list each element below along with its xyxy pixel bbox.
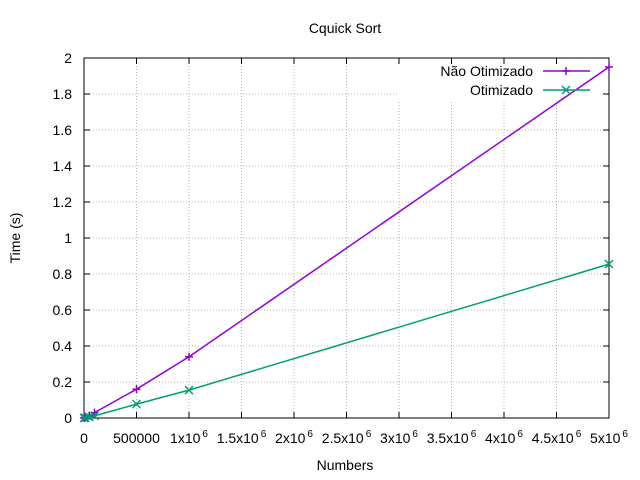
x-tick-label: 500000 (113, 430, 160, 446)
x-tick-label: 4x10 6 (485, 429, 523, 446)
x-tick-label: 0 (80, 430, 88, 446)
y-tick-labels: 0 0.2 0.4 0.6 0.8 1 1.2 1.4 1.6 1.8 2 (53, 50, 73, 426)
y-tick-label: 0.2 (53, 374, 73, 390)
x-tick-label-base: 4x10 (485, 430, 516, 446)
x-tick-label-base: 500000 (113, 430, 160, 446)
y-tick-label: 1 (64, 230, 72, 246)
data-point-cross (561, 85, 571, 95)
x-tick-label-base: 5x10 (590, 430, 621, 446)
x-tick-label-exponent: 6 (576, 429, 582, 440)
marker-stroke (604, 259, 614, 269)
y-axis-label: Time (s) (7, 213, 23, 264)
y-tick-label: 0 (64, 410, 72, 426)
x-tick-label: 5x10 6 (590, 429, 628, 446)
marker-stroke (89, 411, 100, 421)
x-tick-label-exponent: 6 (412, 429, 418, 440)
x-tick-label: 2.5x10 6 (322, 429, 372, 446)
x-tick-label: 3x10 6 (380, 429, 418, 446)
x-tick-label: 1x10 6 (170, 429, 208, 446)
x-tick-label: 4.5x10 6 (532, 429, 582, 446)
x-tick-label-base: 4.5x10 (532, 430, 574, 446)
y-tick-label: 0.6 (53, 302, 73, 318)
grid (84, 58, 609, 418)
x-tick-label-base: 2x10 (275, 430, 306, 446)
x-tick-label-base: 1.5x10 (217, 430, 259, 446)
marker-stroke (561, 85, 571, 95)
x-tick-label-exponent: 6 (261, 429, 267, 440)
series-lines (83, 66, 610, 419)
x-tick-label: 3.5x10 6 (427, 429, 477, 446)
series-line-otimizado (83, 263, 610, 419)
x-tick-label-base: 3.5x10 (427, 430, 469, 446)
y-tick-label: 1.2 (53, 194, 73, 210)
x-tick-labels: 0 500000 1x10 6 1.5x10 6 2x10 6 2.5x10 6 3x10 6 3.5x… (80, 429, 628, 446)
data-point-plus (132, 385, 141, 394)
y-tick-label: 1.4 (53, 158, 73, 174)
data-point-cross (131, 399, 142, 409)
x-tick-label-base: 0 (80, 430, 88, 446)
data-point-plus (185, 352, 193, 361)
data-point-cross (184, 385, 194, 395)
legend-label: Não Otimizado (440, 63, 533, 79)
y-tick-label: 0.8 (53, 266, 73, 282)
data-point-cross (604, 259, 614, 269)
x-tick-label-exponent: 6 (366, 429, 372, 440)
y-tick-label: 1.6 (53, 122, 73, 138)
legend-label: Otimizado (470, 82, 533, 98)
x-axis-label: Numbers (317, 457, 374, 473)
data-point-plus (605, 63, 613, 71)
chart-title: Cquick Sort (309, 20, 381, 36)
data-point-cross (89, 411, 100, 421)
y-tick-label: 0.4 (53, 338, 73, 354)
series-points (79, 63, 614, 423)
x-tick-label-base: 3x10 (380, 430, 411, 446)
x-tick-label-exponent: 6 (517, 429, 523, 440)
x-tick-label-exponent: 6 (202, 429, 208, 440)
x-tick-label-exponent: 6 (307, 429, 313, 440)
y-tick-label: 1.8 (53, 86, 73, 102)
x-tick-label-exponent: 6 (622, 429, 628, 440)
x-tick-label-exponent: 6 (471, 429, 477, 440)
data-point-plus (562, 67, 570, 75)
x-tick-label: 2x10 6 (275, 429, 313, 446)
legend: Não Otimizado Otimizado (440, 63, 590, 98)
marker-stroke (131, 399, 142, 409)
x-tick-label-base: 2.5x10 (322, 430, 364, 446)
x-tick-label-base: 1x10 (170, 430, 201, 446)
marker-stroke (184, 385, 194, 395)
series-line-nao-otimizado (83, 66, 610, 419)
y-tick-label: 2 (64, 50, 72, 66)
x-tick-label: 1.5x10 6 (217, 429, 267, 446)
